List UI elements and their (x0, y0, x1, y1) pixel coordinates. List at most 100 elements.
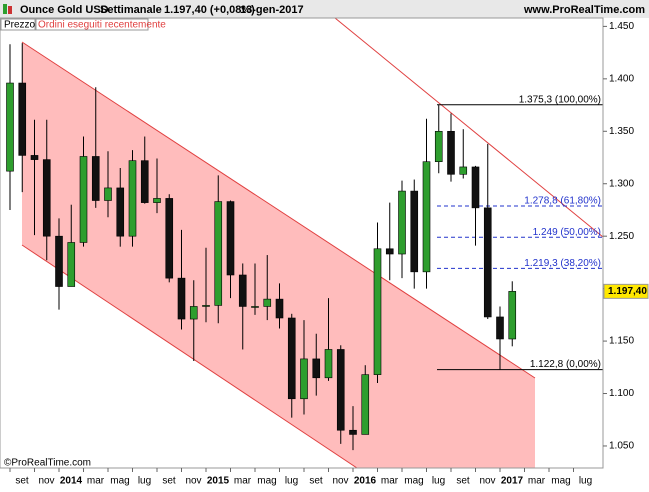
candle-body (361, 374, 370, 435)
trend-line (334, 18, 603, 238)
candle-body (104, 187, 112, 201)
y-tick-label: 1.100 (609, 388, 634, 399)
x-tick-label: 2014 (60, 476, 83, 487)
x-tick-label: mar (234, 476, 252, 487)
candle-body (410, 190, 419, 273)
x-tick-label: 2017 (501, 476, 524, 487)
y-tick-label: 1.450 (609, 21, 634, 32)
candle-body (471, 166, 480, 209)
candle-body (324, 349, 333, 379)
y-tick-label: 1.050 (609, 441, 634, 452)
legend-item[interactable]: Ordini eseguiti recentemente (38, 20, 166, 31)
y-tick-label: 1.350 (609, 126, 634, 137)
candle-body (508, 291, 517, 340)
candle-body (447, 130, 455, 175)
y-tick-label: 1.400 (609, 73, 634, 84)
x-tick-label: mag (551, 476, 570, 487)
x-tick-label: 2015 (207, 476, 230, 487)
candle-body (30, 155, 39, 160)
date: 13-gen-2017 (240, 4, 304, 16)
candle-body (91, 156, 100, 201)
fib-label: 1.375,3 (100,00%) (519, 94, 601, 105)
y-tick-label: 1.300 (609, 178, 634, 189)
header-bar (0, 0, 649, 18)
candle-body (116, 187, 125, 237)
candle-body (226, 201, 235, 276)
candle-body (336, 349, 345, 431)
candle-body (6, 82, 14, 172)
candle-body (459, 166, 468, 175)
candle-body (79, 156, 88, 243)
candle-body (238, 274, 247, 307)
x-tick-label: lug (579, 476, 592, 487)
candle-body (128, 160, 137, 237)
y-tick-label: 1.250 (609, 231, 634, 242)
candle-body (55, 235, 63, 287)
icon (8, 6, 12, 14)
x-tick-label: lug (138, 476, 151, 487)
candle-body (189, 306, 198, 320)
candle-body (18, 82, 27, 156)
fib-label: 1.219,3 (38,20%) (524, 258, 601, 269)
icon (3, 4, 7, 14)
x-tick-label: lug (432, 476, 445, 487)
candle-body (287, 317, 296, 400)
source: www.ProRealTime.com (523, 4, 645, 16)
candle-body (42, 159, 51, 237)
candle-body (177, 277, 186, 320)
copyright: ©ProRealTime.com (4, 458, 91, 469)
x-tick-label: set (309, 476, 323, 487)
x-tick-label: nov (185, 476, 201, 487)
x-tick-label: 2016 (354, 476, 377, 487)
channel-line (21, 41, 536, 379)
title: Ounce Gold USD (20, 4, 109, 16)
x-tick-label: nov (38, 476, 54, 487)
price-tag (603, 283, 649, 299)
legend-item[interactable]: Prezzo (4, 20, 36, 31)
candle-body (300, 358, 308, 400)
legend-box[interactable] (0, 18, 36, 31)
period: Settimanale (100, 4, 162, 16)
fib-label: 1.122,8 (0,00%) (530, 359, 601, 370)
fib-label: 1.278,8 (61,80%) (524, 196, 601, 207)
candle-body (349, 429, 357, 435)
x-tick-label: set (15, 476, 29, 487)
candle-body (202, 305, 210, 307)
candle-body (275, 298, 284, 319)
candle-body (312, 358, 321, 379)
candle-body (153, 198, 161, 203)
candle-body (214, 201, 223, 306)
x-tick-label: nov (332, 476, 348, 487)
candle-body (434, 130, 443, 163)
channel-line (21, 244, 358, 468)
candle-body (263, 298, 272, 307)
candle-body (422, 161, 431, 273)
plot: 1.375,3 (100,00%) 1.278,8 (61,80%) 1.249 (… (6, 43, 603, 451)
candle-body (385, 248, 394, 255)
x-tick-label: mag (404, 476, 423, 487)
candle-body (165, 198, 174, 279)
candle-body (496, 316, 504, 340)
candle-body (373, 248, 382, 375)
x-tick-label: mar (381, 476, 399, 487)
candle-body (398, 190, 406, 255)
candle-body (483, 207, 492, 318)
x-tick-label: set (456, 476, 470, 487)
channel-fill (22, 42, 535, 468)
candle-body (251, 306, 259, 308)
x-tick-label: mag (110, 476, 129, 487)
x-tick-label: mar (528, 476, 546, 487)
x-tick-label: lug (285, 476, 298, 487)
x-tick-label: mag (257, 476, 276, 487)
legend-box[interactable] (35, 18, 149, 31)
last-price: 1.197,40 (+0,08%) (164, 4, 255, 16)
candle-body (140, 160, 149, 203)
x-tick-label: mar (87, 476, 105, 487)
x-tick-label: nov (479, 476, 495, 487)
fib-label: 1.249 (50,00%) (533, 227, 601, 238)
candle-body (67, 242, 76, 287)
x-tick-label: set (162, 476, 176, 487)
drawings (21, 18, 603, 468)
y-tick-label: 1.150 (609, 336, 634, 347)
